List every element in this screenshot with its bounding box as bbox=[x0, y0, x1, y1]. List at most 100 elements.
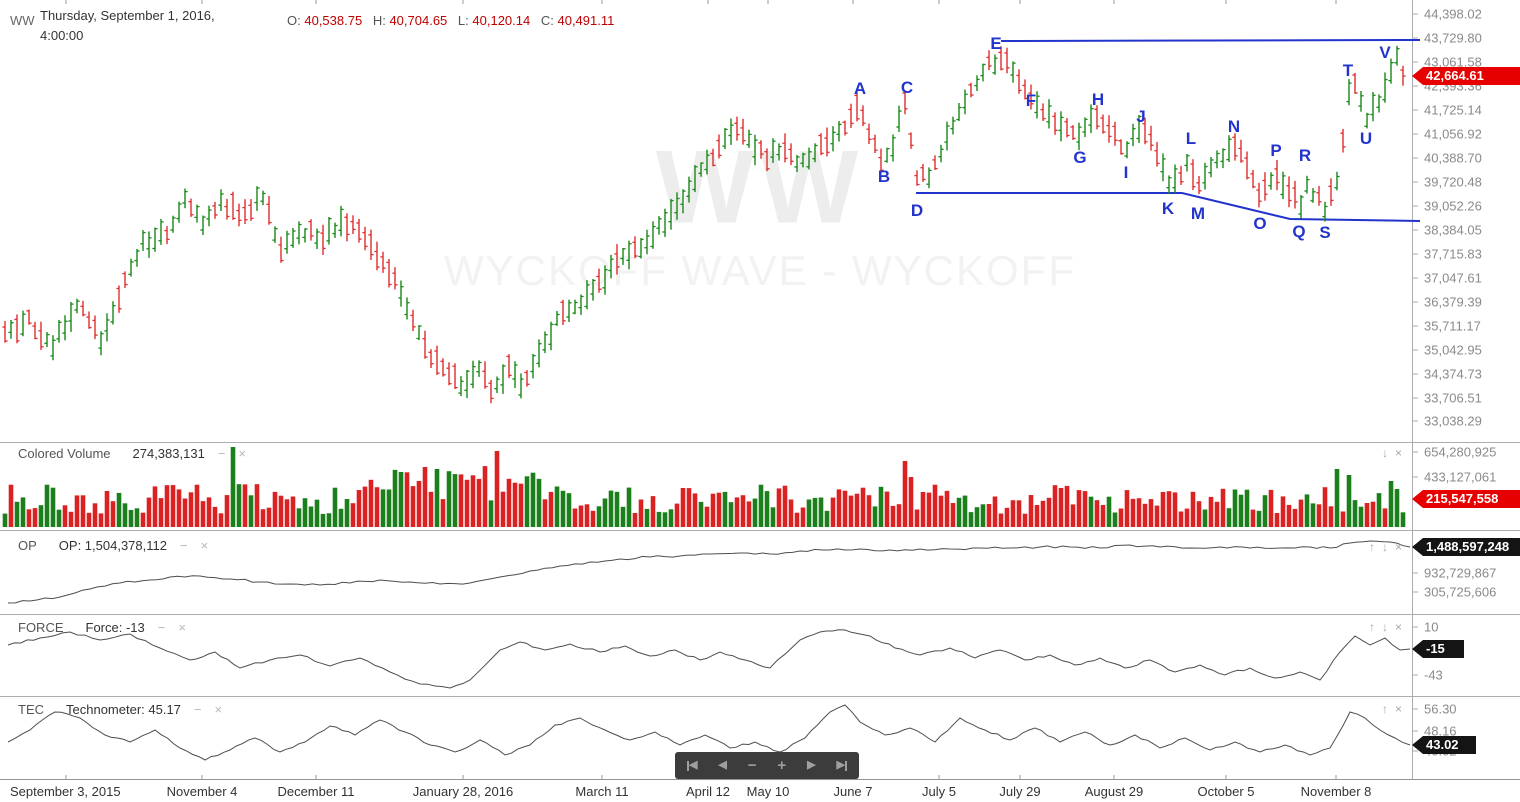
date-label: August 29 bbox=[1084, 784, 1144, 799]
date-label: January 28, 2016 bbox=[412, 784, 514, 799]
force-line bbox=[7, 629, 1411, 689]
date-label: December 11 bbox=[277, 784, 355, 799]
close-icon[interactable]: × bbox=[214, 702, 223, 717]
tec-panel-title: TEC bbox=[18, 702, 44, 717]
skip-start-button[interactable]: ◀ bbox=[687, 759, 698, 771]
phase-letter-K: K bbox=[1161, 199, 1175, 218]
price-axis-label: 36,379.39 bbox=[1424, 294, 1482, 310]
phase-letter-O: O bbox=[1253, 214, 1267, 233]
move-up-icon[interactable]: ↑ bbox=[1381, 702, 1388, 716]
phase-letter-R: R bbox=[1298, 146, 1312, 165]
phase-letter-J: J bbox=[1136, 107, 1146, 126]
date-axis: September 3, 2015 November 4 December 11 Ja… bbox=[0, 779, 1520, 802]
date-label: November 8 bbox=[1300, 784, 1372, 799]
force-panel-header: FORCE Force: -13− × bbox=[18, 620, 186, 635]
minimize-icon[interactable]: − bbox=[193, 702, 202, 717]
phase-letter-L: L bbox=[1185, 129, 1197, 148]
phase-letter-U: U bbox=[1359, 129, 1373, 148]
price-axis-label: 43,061.58 bbox=[1424, 54, 1482, 70]
support-trendline bbox=[916, 192, 1421, 222]
zoom-in-button[interactable]: + bbox=[777, 757, 787, 774]
price-bars bbox=[2, 45, 1406, 404]
price-axis-label: 43,729.80 bbox=[1424, 30, 1482, 46]
tec-panel-header: TEC Technometer: 45.17− × bbox=[18, 702, 222, 717]
price-axis-label: 41,725.14 bbox=[1424, 102, 1482, 118]
close-icon[interactable]: × bbox=[1394, 702, 1402, 716]
price-axis-label: 37,047.61 bbox=[1424, 270, 1482, 286]
phase-letter-I: I bbox=[1123, 163, 1129, 182]
volume-axis-label: 654,280,925 bbox=[1424, 444, 1497, 460]
price-axis-label: 33,038.29 bbox=[1424, 413, 1482, 429]
close-icon[interactable]: × bbox=[1394, 620, 1402, 634]
nav-toolbar: ◀ ◀ − + ▶ ▶ bbox=[675, 752, 859, 779]
price-axis-label: 39,720.48 bbox=[1424, 174, 1482, 190]
force-axis-label: -43 bbox=[1424, 667, 1443, 683]
price-axis-label: 34,374.73 bbox=[1424, 366, 1482, 382]
phase-letter-D: D bbox=[910, 201, 924, 220]
move-down-icon[interactable]: ↓ bbox=[1381, 446, 1388, 460]
force-axis-label: 10 bbox=[1424, 619, 1439, 635]
close-icon[interactable]: × bbox=[178, 620, 186, 635]
phase-letter-N: N bbox=[1227, 117, 1241, 136]
step-forward-button[interactable]: ▶ bbox=[807, 759, 816, 771]
volume-axis-label: 433,127,061 bbox=[1424, 469, 1497, 485]
phase-letter-C: C bbox=[900, 78, 914, 97]
volume-panel-header: Colored Volume 274,383,131− × bbox=[18, 446, 246, 461]
op-panel-title: OP bbox=[18, 538, 37, 553]
price-axis-label: 37,715.83 bbox=[1424, 246, 1482, 262]
phase-letter-F: F bbox=[1025, 91, 1037, 110]
op-panel-header: OP OP: 1,504,378,112− × bbox=[18, 538, 208, 553]
phase-letter-A: A bbox=[853, 79, 867, 98]
close-label: C: bbox=[540, 13, 554, 28]
op-badge: 1,488,597,248 bbox=[1412, 538, 1520, 556]
skip-end-button[interactable]: ▶ bbox=[836, 759, 847, 771]
date-label: June 7 bbox=[833, 784, 873, 799]
close-icon[interactable]: × bbox=[1394, 540, 1402, 554]
date-label: April 12 bbox=[685, 784, 731, 799]
volume-panel-controls: ↓ × bbox=[1375, 446, 1402, 460]
timestamp-line1: Thursday, September 1, 2016, bbox=[40, 8, 215, 23]
close-value: 40,491.11 bbox=[557, 13, 615, 28]
volume-panel-title: Colored Volume bbox=[18, 446, 111, 461]
close-icon[interactable]: × bbox=[1394, 446, 1402, 460]
move-up-icon[interactable]: ↑ bbox=[1368, 540, 1375, 554]
tec-badge: 43.02 bbox=[1412, 736, 1476, 754]
close-icon[interactable]: × bbox=[200, 538, 209, 553]
move-down-icon[interactable]: ↓ bbox=[1381, 620, 1388, 634]
minimize-icon[interactable]: − bbox=[157, 620, 166, 635]
move-down-icon[interactable]: ↓ bbox=[1381, 540, 1388, 554]
phase-letter-P: P bbox=[1270, 141, 1282, 160]
minimize-icon[interactable]: − bbox=[179, 538, 188, 553]
price-axis-label: 38,384.05 bbox=[1424, 222, 1482, 238]
high-label: H: bbox=[372, 13, 386, 28]
price-axis-label: 35,711.17 bbox=[1424, 318, 1481, 334]
price-axis-label: 35,042.95 bbox=[1424, 342, 1482, 358]
force-panel-title: FORCE bbox=[18, 620, 64, 635]
phase-letter-B: B bbox=[877, 167, 891, 186]
date-label: July 5 bbox=[922, 784, 956, 799]
op-line bbox=[7, 540, 1411, 604]
tec-current-value: Technometer: 45.17 bbox=[66, 702, 181, 717]
timestamp-line2: 4:00:00 bbox=[40, 28, 84, 43]
step-back-button[interactable]: ◀ bbox=[718, 759, 727, 771]
close-icon[interactable]: × bbox=[238, 446, 246, 461]
op-axis-label: 932,729,867 bbox=[1424, 565, 1497, 581]
minimize-icon[interactable]: − bbox=[217, 446, 226, 461]
move-up-icon[interactable]: ↑ bbox=[1368, 620, 1375, 634]
date-label: July 29 bbox=[999, 784, 1041, 799]
phase-letter-Q: Q bbox=[1292, 222, 1306, 241]
op-current-value: OP: 1,504,378,112 bbox=[58, 538, 167, 553]
high-value: 40,704.65 bbox=[389, 13, 448, 28]
watermark-text: WYCKOFF WAVE - WYCKOFF bbox=[444, 247, 1076, 294]
zoom-out-button[interactable]: − bbox=[747, 757, 757, 774]
phase-letter-S: S bbox=[1319, 223, 1331, 242]
tec-axis-label: 56.30 bbox=[1424, 701, 1457, 717]
price-axis-label: 39,052.26 bbox=[1424, 198, 1482, 214]
price-axis-label: 44,398.02 bbox=[1424, 6, 1482, 22]
symbol-label: WW bbox=[10, 13, 35, 28]
open-value: 40,538.75 bbox=[304, 13, 363, 28]
resistance-trendline bbox=[1000, 39, 1421, 42]
date-label: March 11 bbox=[575, 784, 629, 799]
